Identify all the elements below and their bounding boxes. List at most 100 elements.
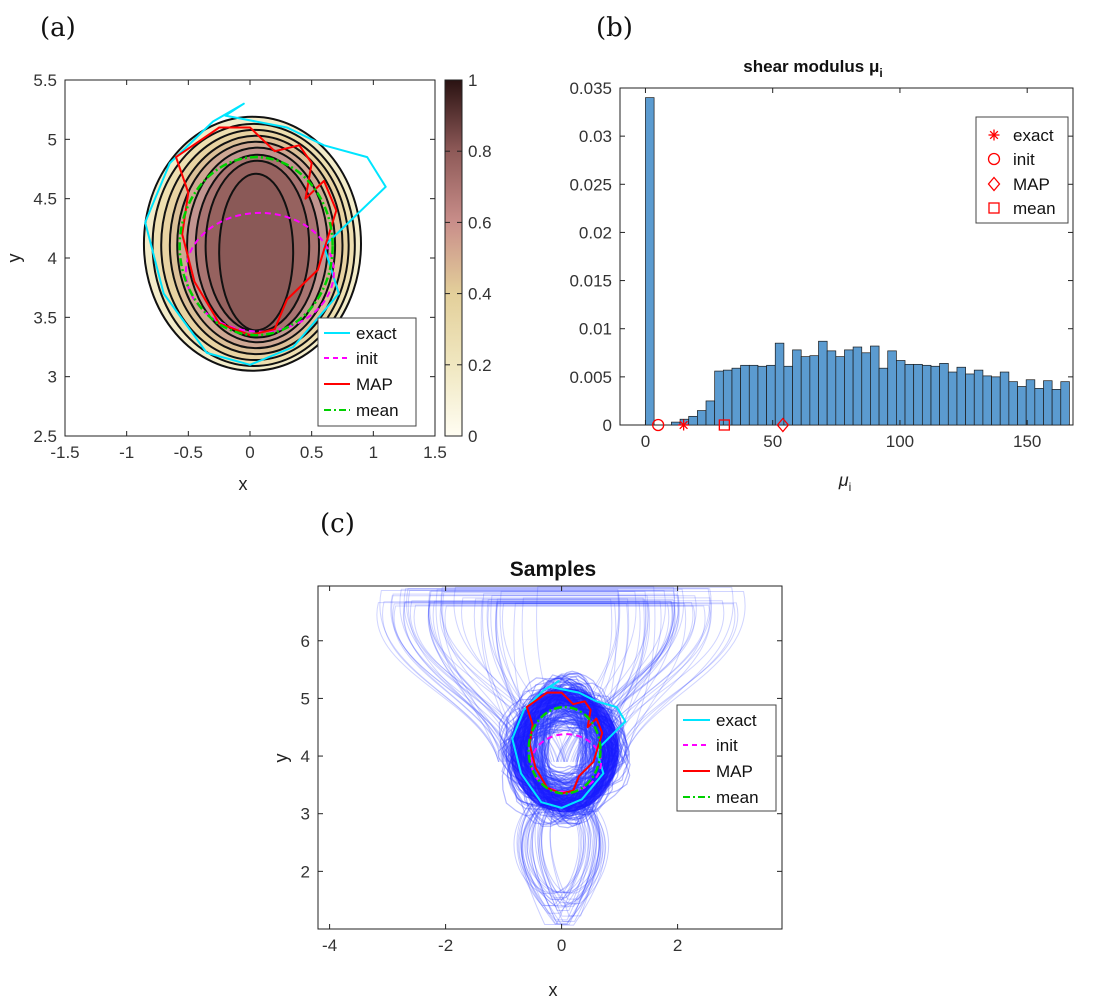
sample-curve <box>495 601 641 762</box>
a-mean-curve <box>178 155 334 337</box>
a-exact-curve <box>144 102 387 366</box>
c-init-curve <box>530 733 603 793</box>
c-xtick-label: 0 <box>557 936 566 955</box>
sample-curve <box>517 801 587 893</box>
sample-curve <box>528 719 589 777</box>
histogram-bar <box>714 370 724 426</box>
sample-curve <box>495 598 630 762</box>
legend-b: exact init MAP mean <box>975 116 1069 224</box>
histogram-bar <box>965 373 975 426</box>
sample-curve <box>516 801 580 906</box>
sample-curve <box>444 605 706 762</box>
b-ytick-label: 0 <box>603 416 612 435</box>
c-xtick-label: 2 <box>673 936 682 955</box>
sample-curve <box>402 602 694 762</box>
sample-curve <box>513 801 585 895</box>
sample-curve <box>541 711 595 769</box>
marker-exact <box>678 419 690 431</box>
chart-b-title: shear modulus μi <box>743 57 882 80</box>
legend-b-map-symbol <box>987 176 1001 192</box>
axis-c-xlabel: x <box>549 980 558 1000</box>
histogram-bar <box>1043 380 1053 426</box>
axis-b-xlabel: μi <box>838 470 852 494</box>
a-xtick-label: -1.5 <box>50 443 79 462</box>
sample-curve <box>520 801 581 926</box>
histogram-bar <box>1034 388 1044 426</box>
a-ytick-label: 4.5 <box>33 190 57 209</box>
sample-curve <box>539 801 610 905</box>
sample-curve <box>530 801 606 926</box>
asterisk-stroke <box>989 130 999 140</box>
panel-c-samples-plot: Samples -4 -2 0 2 2 3 4 5 6 x y exact init MAP … <box>271 558 783 1000</box>
legend-c-map: MAP <box>716 762 753 781</box>
sample-curve <box>520 801 602 907</box>
b-ytick-label: 0.035 <box>569 79 612 98</box>
a-ytick-label: 4 <box>48 249 57 268</box>
panel-label-b: (b) <box>596 13 633 43</box>
histogram-bar <box>835 356 845 426</box>
sample-curve <box>543 709 589 784</box>
legend-b-mean-symbol <box>988 202 1000 214</box>
c-ytick-label: 2 <box>301 862 310 881</box>
sample-curve <box>393 605 696 762</box>
sample-curve <box>403 588 712 762</box>
sample-curve <box>543 711 596 773</box>
sample-curve <box>544 713 596 774</box>
histogram-bar <box>766 364 776 426</box>
colorbar <box>444 79 463 437</box>
legend-c-init: init <box>716 736 738 755</box>
histogram-bar <box>792 349 802 426</box>
sample-curve <box>534 801 586 899</box>
sample-curve <box>540 801 595 917</box>
sample-curve <box>473 598 647 762</box>
colorbar-tick-label: 0.2 <box>468 356 492 375</box>
legend-a-mean: mean <box>356 401 399 420</box>
legend-b-init: init <box>1013 150 1035 169</box>
sample-curve <box>522 801 602 908</box>
colorbar-tick-label: 0.8 <box>468 142 492 161</box>
histogram-bar <box>921 364 932 426</box>
c-ytick-label: 6 <box>301 632 310 651</box>
c-mean-curve <box>527 705 602 795</box>
sample-curve <box>534 704 594 806</box>
sample-curve <box>530 801 592 893</box>
legend-c-box <box>676 704 777 812</box>
a-ytick-label: 5 <box>48 130 57 149</box>
b-xtick-label: 50 <box>763 432 782 451</box>
asterisk-stroke <box>679 420 688 430</box>
histogram-bar <box>731 367 741 426</box>
marker-mean <box>718 419 730 431</box>
c-ytick-label: 5 <box>301 689 310 708</box>
histogram-bar <box>740 364 750 426</box>
histogram-bar <box>688 415 698 426</box>
sample-curve <box>413 604 711 762</box>
histogram-bar <box>991 376 1001 426</box>
sample-curve <box>529 721 584 781</box>
a-xtick-label: 0.5 <box>300 443 324 462</box>
sample-curve <box>432 600 674 762</box>
sample-curve <box>521 801 593 900</box>
c-ytick-label: 3 <box>301 805 310 824</box>
histogram-bar <box>1008 381 1018 426</box>
sample-curve <box>537 801 600 922</box>
sample-curve <box>539 801 597 907</box>
b-ytick-label: 0.02 <box>579 223 612 242</box>
c-exact-curve <box>511 680 627 809</box>
colorbar-tick-label: 0.6 <box>468 213 492 232</box>
sample-curve <box>549 801 598 900</box>
histogram-bar <box>697 410 707 426</box>
sample-curve <box>537 801 589 912</box>
sample-curve <box>528 801 585 901</box>
legend-b-init-symbol <box>987 152 1001 166</box>
sample-curve <box>536 717 606 782</box>
a-ytick-label: 5.5 <box>33 71 57 90</box>
histogram-bar <box>904 363 915 426</box>
histogram-bar <box>887 350 897 426</box>
histogram-bar <box>809 355 819 426</box>
legend-a: exact init MAP mean <box>317 317 417 427</box>
histogram-bar <box>930 365 940 426</box>
b-xtick-label: 100 <box>886 432 914 451</box>
sample-curve <box>409 600 725 762</box>
legend-a-exact: exact <box>356 324 397 343</box>
sample-curve <box>532 801 595 925</box>
